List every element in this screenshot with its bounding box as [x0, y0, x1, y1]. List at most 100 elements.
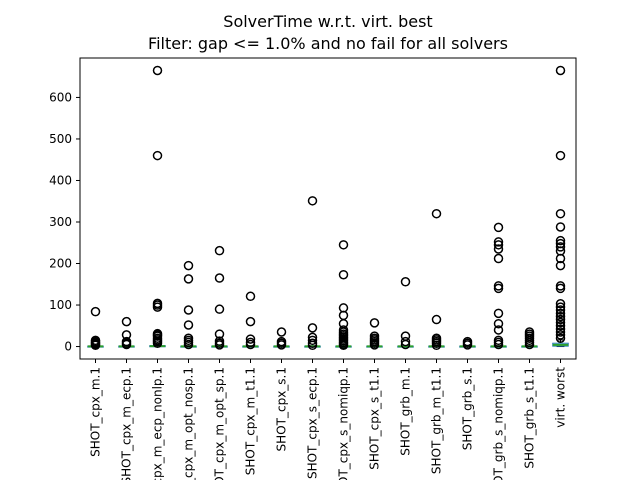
outlier-point [121, 316, 132, 327]
outlier-point [245, 334, 256, 344]
x-tick-label: SHOT_cpx_m_opt_nosp.1 [182, 367, 196, 480]
outlier-point [307, 338, 318, 348]
x-tick-label: SHOT_grb_m_t1.1 [430, 367, 444, 474]
outlier-point [214, 245, 225, 256]
outlier-point [183, 260, 194, 271]
outlier-point [214, 273, 225, 283]
outlier-point [555, 321, 566, 331]
outlier-point [121, 330, 132, 340]
outlier-point [493, 253, 504, 264]
outlier-point [152, 150, 163, 161]
outlier-point [338, 303, 349, 313]
outlier-point [400, 277, 411, 287]
outlier-point [555, 260, 566, 271]
outlier-point [493, 240, 504, 250]
outlier-point [493, 308, 504, 319]
x-tick-label: SHOT_cpx_s_nomiqp.1 [337, 367, 351, 480]
outlier-point [493, 325, 504, 335]
outlier-point [431, 333, 442, 343]
outlier-point [555, 333, 566, 343]
outlier-point [276, 327, 287, 337]
outlier-point [307, 196, 318, 206]
outlier-point [307, 323, 318, 333]
y-tick-label: 200 [49, 257, 72, 271]
x-tick-label: SHOT_cpx_m_t1.1 [244, 367, 258, 475]
outlier-point [90, 335, 101, 346]
outlier-point [307, 332, 318, 343]
y-tick-label: 300 [49, 215, 72, 229]
outlier-point [183, 320, 194, 330]
outlier-point [245, 291, 256, 302]
outlier-point [245, 337, 256, 348]
outlier-point [555, 302, 566, 312]
outlier-point [555, 238, 566, 249]
outlier-point [493, 244, 504, 254]
outlier-point [524, 327, 535, 337]
plot-area: 0 100 200 300 400 500 600 SHOT_cpx_m.1 SHOT_cpx_… [49, 57, 577, 480]
outlier-point [555, 324, 566, 334]
outlier-point [90, 306, 101, 317]
x-tick-label: SHOT_cpx_s_t1.1 [368, 367, 382, 470]
outlier-point [555, 281, 566, 291]
x-tick-label: SHOT_grb_m.1 [399, 367, 413, 456]
outlier-point [493, 222, 504, 233]
axes-frame [79, 57, 577, 360]
x-tick-label: virt. worst [554, 367, 568, 428]
outlier-point [555, 305, 566, 315]
x-tick-label: SHOT_cpx_m.1 [89, 367, 103, 457]
outlier-point [555, 317, 566, 328]
y-tick-label: 500 [49, 132, 72, 146]
outlier-point [338, 325, 349, 335]
y-tick-label: 400 [49, 173, 72, 187]
outlier-point [555, 311, 566, 322]
outlier-point [214, 304, 225, 314]
outlier-point [121, 336, 132, 347]
outlier-point [183, 333, 194, 343]
outlier-point [493, 281, 504, 291]
outlier-point [400, 331, 411, 341]
x-tick-label: SHOT_cpx_m_opt_sp.1 [213, 367, 227, 480]
chart-title: SolverTime w.r.t. virt. best [223, 12, 432, 31]
outlier-point [555, 314, 566, 325]
outlier-point [183, 274, 194, 284]
outlier-point [555, 222, 566, 232]
x-tick-label: SHOT_grb_s_nomiqp.1 [492, 367, 506, 480]
outlier-point [555, 150, 566, 161]
outlier-point [245, 316, 256, 327]
outlier-point [462, 336, 473, 347]
outlier-point [555, 65, 566, 76]
outlier-point [307, 335, 318, 346]
outlier-point [338, 240, 349, 250]
outlier-point [555, 242, 566, 252]
outlier-point [493, 335, 504, 346]
x-tick-label: SHOT_grb_s_t1.1 [523, 367, 537, 469]
outlier-point [555, 330, 566, 340]
x-tick-label: SHOT_cpx_m_ecp_nonlp.1 [151, 367, 165, 480]
outlier-point [276, 336, 287, 347]
outlier-point [183, 305, 194, 315]
outlier-point [555, 235, 566, 246]
outlier-point [152, 328, 163, 339]
chart-subtitle: Filter: gap <= 1.0% and no fail for all … [148, 34, 508, 53]
outlier-point [555, 308, 566, 319]
outlier-point [152, 65, 163, 76]
outlier-point [555, 208, 566, 219]
outlier-point [369, 318, 380, 328]
outlier-point [338, 269, 349, 280]
outlier-point [369, 331, 380, 341]
outlier-point [431, 314, 442, 325]
outlier-point [214, 329, 225, 339]
outlier-point [431, 208, 442, 219]
y-tick-label: 600 [49, 90, 72, 104]
outlier-point [214, 336, 225, 346]
outlier-point [555, 299, 566, 309]
y-tick-label: 100 [49, 298, 72, 312]
outlier-point [493, 237, 504, 247]
x-tick-label: SHOT_grb_s.1 [461, 367, 475, 450]
outlier-point [493, 318, 504, 329]
outlier-point [152, 298, 163, 309]
outlier-point [555, 327, 566, 337]
x-tick-label: SHOT_cpx_m_ecp.1 [120, 367, 134, 480]
x-tick-label: SHOT_cpx_s_ecp.1 [306, 367, 320, 479]
